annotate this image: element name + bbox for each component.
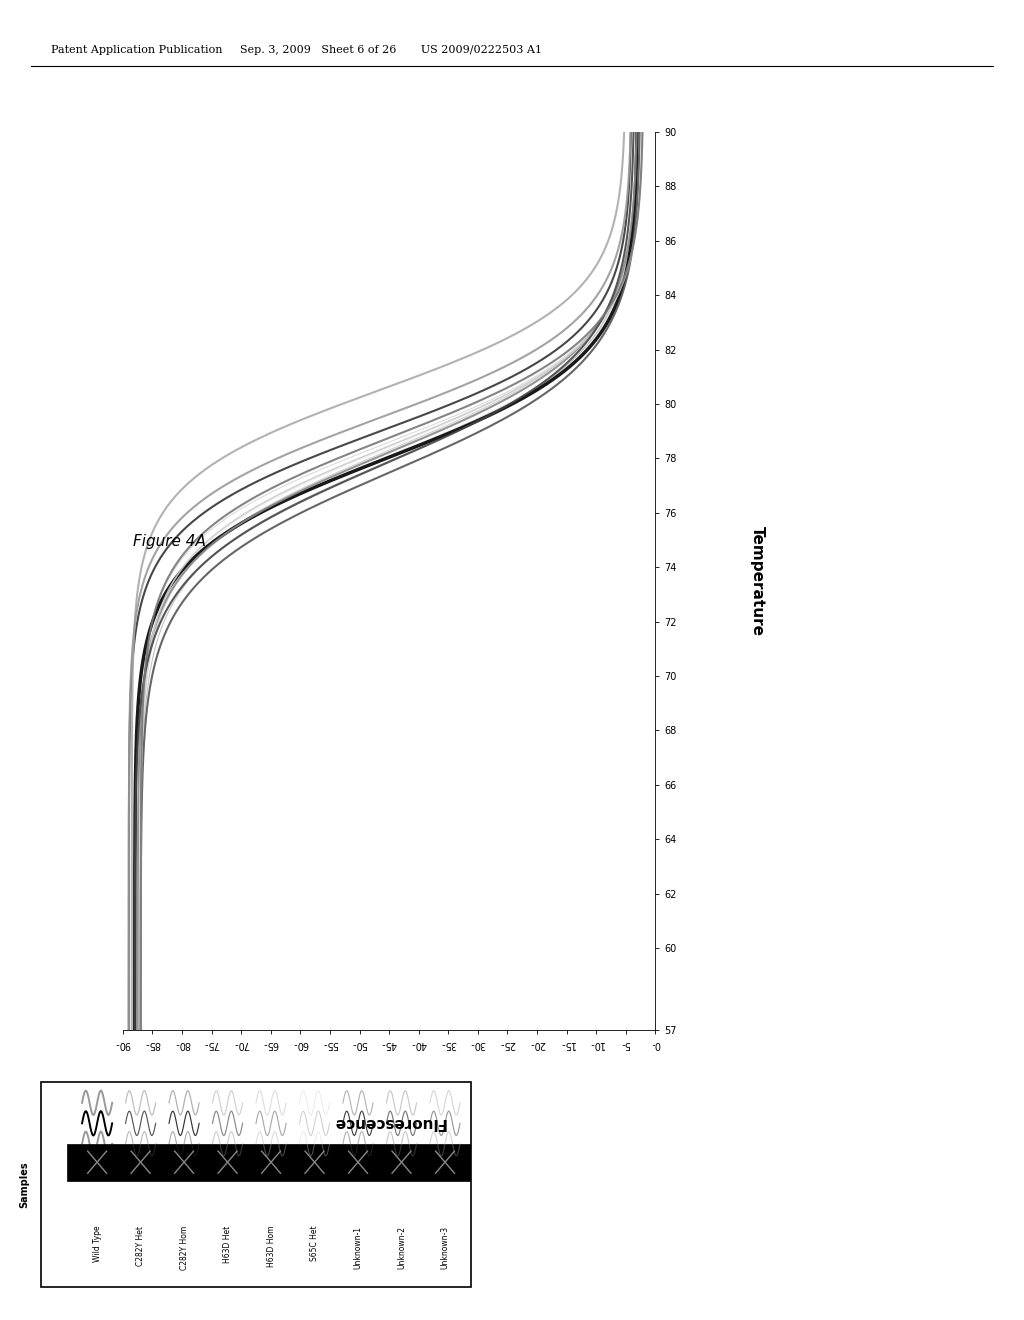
Text: H63D Hom: H63D Hom <box>266 1225 275 1267</box>
Text: Unknown-2: Unknown-2 <box>397 1225 406 1269</box>
Text: Patent Application Publication     Sep. 3, 2009   Sheet 6 of 26       US 2009/02: Patent Application Publication Sep. 3, 2… <box>51 45 542 55</box>
Text: C282Y Het: C282Y Het <box>136 1225 145 1266</box>
Text: Wild Type: Wild Type <box>92 1225 101 1262</box>
Text: Unknown-1: Unknown-1 <box>353 1225 362 1269</box>
Text: Temperature: Temperature <box>751 525 765 636</box>
Bar <box>67 1143 475 1180</box>
Text: Fluorescence: Fluorescence <box>333 1114 445 1130</box>
Text: Figure 4A: Figure 4A <box>133 533 206 549</box>
Text: H63D Het: H63D Het <box>223 1225 232 1263</box>
Text: C282Y Hom: C282Y Hom <box>179 1225 188 1270</box>
Text: Samples: Samples <box>18 1162 29 1208</box>
Text: Unknown-3: Unknown-3 <box>440 1225 450 1269</box>
Text: S65C Het: S65C Het <box>310 1225 319 1261</box>
